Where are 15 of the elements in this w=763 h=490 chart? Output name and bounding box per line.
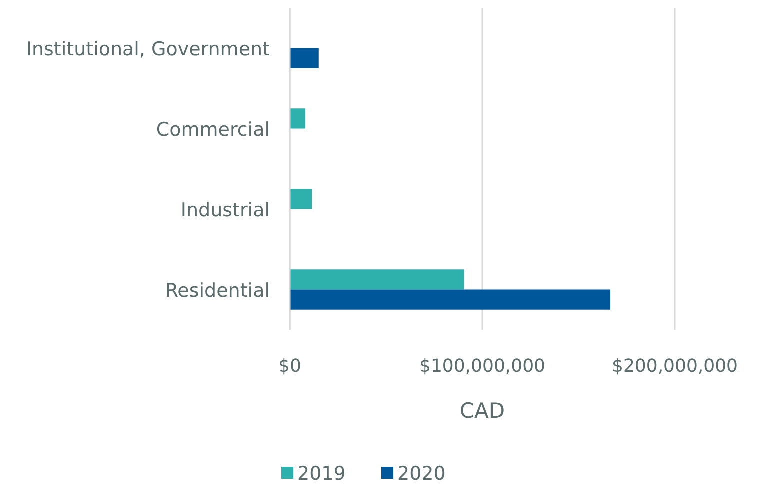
x-tick-label: $100,000,000 — [420, 356, 546, 377]
y-tick-label: Commercial — [156, 118, 270, 141]
y-tick-label: Residential — [165, 280, 270, 302]
y-tick-label: Institutional, Government — [26, 38, 270, 60]
bar — [290, 290, 611, 310]
y-tick-label: Industrial — [180, 199, 270, 222]
legend-label: 2019 — [298, 463, 346, 485]
x-tick-label: $200,000,000 — [612, 356, 738, 377]
bar — [290, 189, 312, 210]
bar — [290, 48, 319, 68]
legend-label: 2020 — [398, 463, 446, 485]
bar — [290, 270, 464, 290]
x-axis-title: CAD — [460, 399, 506, 423]
x-tick-label: $0 — [278, 356, 302, 377]
bar — [290, 108, 306, 129]
